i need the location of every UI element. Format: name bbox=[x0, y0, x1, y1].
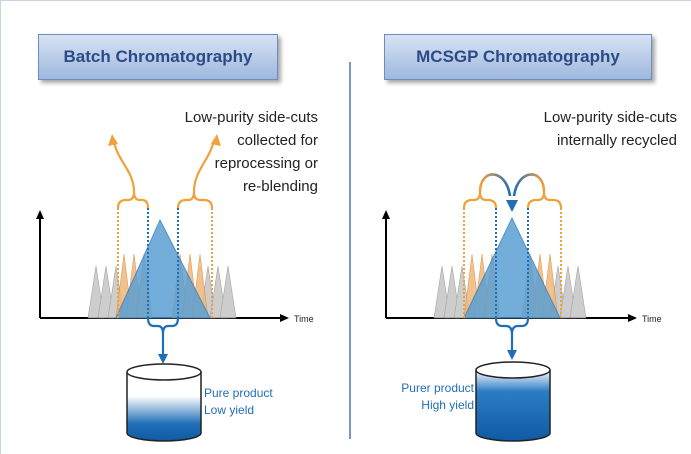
mcsgp-result-line-1: Purer product bbox=[401, 381, 474, 395]
batch-product-beaker bbox=[126, 363, 202, 442]
mcsgp-product-arrow bbox=[507, 350, 517, 360]
batch-result-line-2: Low yield bbox=[204, 403, 255, 417]
mcsgp-product-brace bbox=[494, 317, 530, 352]
mcsgp-time-axis-label: Time bbox=[642, 314, 662, 324]
batch-x-arrow bbox=[280, 314, 289, 322]
mcsgp-main-peak bbox=[463, 216, 561, 319]
batch-title: Batch Chromatography bbox=[38, 34, 278, 80]
batch-note-line-1: Low-purity side-cuts bbox=[184, 109, 318, 126]
mcsgp-sidecut-note: Low-purity side-cuts internally recycled bbox=[544, 106, 677, 152]
batch-result-text: Pure product Low yield bbox=[204, 385, 273, 419]
batch-time-axis-label: Time bbox=[294, 314, 314, 324]
mcsgp-result-line-2: High yield bbox=[421, 398, 474, 412]
batch-sidecut-note: Low-purity side-cuts collected for repro… bbox=[185, 106, 318, 198]
mcsgp-recycle-loop-left bbox=[478, 173, 512, 197]
batch-main-peak bbox=[115, 218, 211, 319]
mcsgp-y-arrow bbox=[382, 210, 390, 219]
batch-sidecut-arrow-right bbox=[211, 134, 221, 146]
batch-sidecut-arrow-left bbox=[108, 134, 118, 146]
batch-product-arrow bbox=[158, 354, 168, 364]
batch-note-line-2: collected for bbox=[237, 132, 318, 149]
mcsgp-chromatogram bbox=[382, 173, 637, 442]
mcsgp-title: MCSGP Chromatography bbox=[384, 34, 652, 80]
batch-y-arrow bbox=[36, 210, 44, 219]
batch-sidecut-braces bbox=[112, 139, 216, 209]
mcsgp-recycle-loop-right bbox=[512, 173, 546, 197]
mcsgp-note-line-1: Low-purity side-cuts bbox=[543, 109, 677, 126]
mcsgp-recycle-arrow bbox=[506, 200, 518, 212]
mcsgp-note-line-2: internally recycled bbox=[556, 132, 677, 149]
batch-note-line-3: reprocessing or bbox=[214, 155, 318, 172]
batch-product-brace bbox=[146, 317, 180, 356]
batch-chromatogram bbox=[36, 134, 289, 442]
batch-note-line-4: re-blending bbox=[242, 178, 318, 195]
mcsgp-x-arrow bbox=[628, 314, 637, 322]
mcsgp-product-beaker bbox=[475, 361, 551, 442]
batch-result-line-1: Pure product bbox=[204, 386, 273, 400]
mcsgp-result-text: Purer product High yield bbox=[390, 380, 474, 414]
panel-divider bbox=[349, 62, 351, 439]
